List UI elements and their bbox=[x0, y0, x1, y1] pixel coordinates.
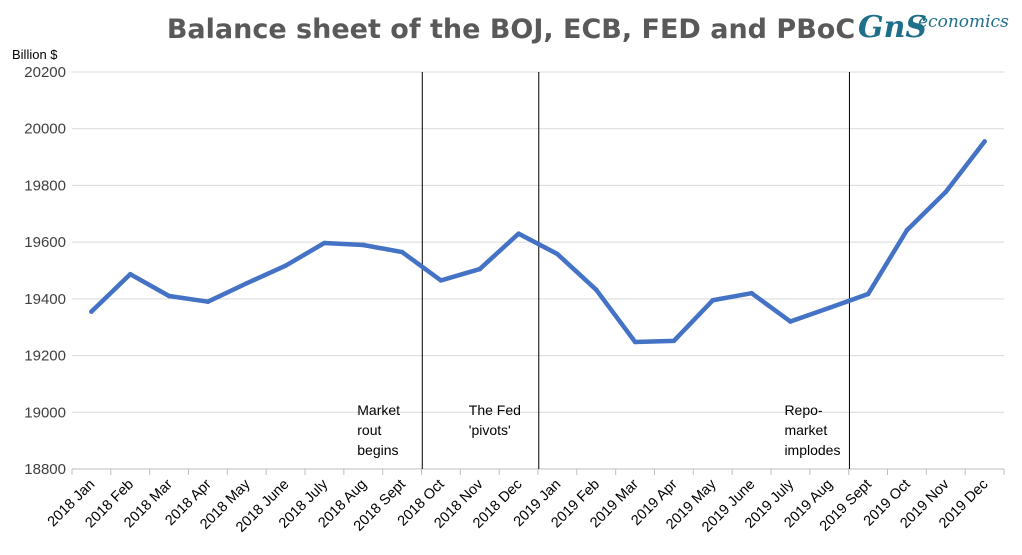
data-point bbox=[438, 278, 444, 283]
data-point bbox=[710, 297, 716, 303]
series-line bbox=[89, 139, 987, 345]
series-group bbox=[89, 139, 987, 345]
data-point bbox=[516, 231, 521, 236]
y-tick-label: 20000 bbox=[24, 121, 66, 138]
y-tick-label: 19400 bbox=[24, 291, 66, 308]
y-tick-label: 19000 bbox=[24, 404, 66, 421]
gridlines bbox=[71, 71, 1005, 475]
data-point bbox=[593, 287, 599, 293]
annotation-line: 'pivots' bbox=[469, 422, 511, 438]
event-markers bbox=[421, 72, 850, 469]
y-tick-label: 20200 bbox=[24, 64, 66, 81]
annotation-line: The Fed bbox=[469, 402, 521, 418]
y-axis-label: Billion $ bbox=[12, 47, 58, 62]
data-point bbox=[555, 251, 560, 257]
chart-title: Balance sheet of the BOJ, ECB, FED and P… bbox=[167, 14, 855, 45]
y-tick-label: 19200 bbox=[24, 348, 66, 365]
annotation-line: Repo- bbox=[784, 402, 822, 418]
annotation-line: Market bbox=[357, 402, 400, 418]
data-point bbox=[205, 299, 211, 304]
data-point bbox=[865, 291, 871, 297]
data-point bbox=[166, 293, 172, 299]
data-point bbox=[904, 227, 910, 233]
data-point bbox=[360, 242, 366, 248]
data-point bbox=[477, 266, 483, 272]
data-point bbox=[826, 305, 832, 311]
annotation-line: market bbox=[784, 422, 827, 438]
annotation-line: begins bbox=[357, 442, 398, 458]
data-point bbox=[788, 319, 793, 324]
y-tick-label: 19600 bbox=[24, 234, 66, 251]
y-axis-ticks: 18800 19000 19200 19400 19600 19800 20000 20200 bbox=[24, 64, 66, 478]
data-point bbox=[322, 240, 327, 246]
data-point bbox=[943, 189, 949, 195]
data-point bbox=[632, 339, 638, 345]
annotation-line: implodes bbox=[784, 442, 840, 458]
annotations: Market rout begins The Fed 'pivots' Repo-mark… bbox=[357, 402, 840, 458]
data-point bbox=[982, 139, 987, 144]
y-tick-label: 18800 bbox=[24, 461, 66, 478]
data-point bbox=[127, 271, 133, 277]
y-tick-label: 19800 bbox=[24, 177, 66, 194]
data-point bbox=[89, 309, 94, 314]
data-point bbox=[283, 263, 288, 268]
data-point bbox=[399, 249, 405, 255]
data-point bbox=[244, 280, 250, 286]
logo-mark: GnS bbox=[858, 10, 927, 45]
data-point bbox=[749, 290, 754, 296]
data-point bbox=[671, 338, 677, 344]
logo-text: economics bbox=[918, 12, 1009, 32]
annotation-line: rout bbox=[357, 422, 381, 438]
logo: GnS economics bbox=[858, 10, 1009, 45]
